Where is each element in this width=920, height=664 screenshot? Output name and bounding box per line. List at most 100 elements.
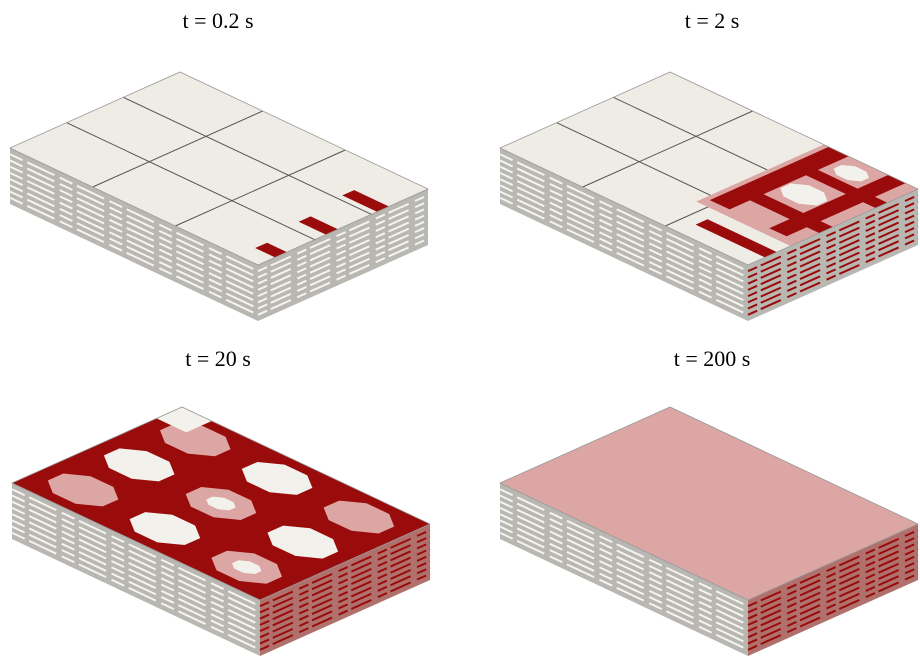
strata-line — [747, 237, 919, 316]
strata-line — [747, 231, 919, 310]
flow-region — [156, 407, 212, 433]
strata-line — [257, 219, 429, 298]
flow-region — [709, 146, 849, 210]
strata-line — [747, 212, 919, 291]
strata-line — [747, 200, 919, 279]
strata-line — [259, 535, 431, 614]
strata-line — [257, 231, 429, 310]
strata-line — [257, 225, 429, 304]
strata-line — [9, 171, 259, 291]
strata-line — [747, 572, 919, 651]
strata-line — [259, 566, 431, 645]
pore-region — [811, 500, 883, 534]
strata-line — [499, 171, 749, 291]
strata-line — [499, 494, 749, 614]
flow-region — [769, 175, 906, 237]
pore-region — [648, 423, 719, 457]
strata-line — [499, 488, 749, 608]
pore-region — [535, 473, 607, 507]
flow-region — [342, 190, 389, 212]
strata-line — [11, 488, 261, 608]
top-outline — [499, 71, 919, 266]
top-outline — [11, 406, 431, 601]
strata-line — [747, 541, 919, 620]
strata-line — [257, 212, 429, 291]
strata-line — [259, 541, 431, 620]
panel-title: t = 20 s — [185, 346, 251, 371]
strata-line — [747, 554, 919, 633]
sample-panel — [11, 406, 431, 656]
strata-line — [257, 194, 429, 273]
pore-region — [729, 462, 801, 495]
strata-line — [11, 494, 261, 614]
strata-line — [747, 225, 919, 304]
pore-region — [103, 448, 175, 482]
strata-line — [499, 506, 749, 626]
strata-line — [9, 159, 259, 279]
flow-region — [255, 242, 287, 258]
pore-region — [780, 183, 828, 206]
grain-line — [66, 122, 315, 241]
panel-title: t = 200 s — [674, 346, 751, 371]
pore-region — [833, 165, 870, 182]
pore-region — [232, 560, 262, 574]
side-face — [500, 483, 748, 656]
strata-line — [9, 178, 259, 298]
strata-line — [499, 178, 749, 298]
top-face — [10, 72, 428, 265]
pore-region — [129, 512, 201, 545]
grain-line — [582, 110, 753, 188]
pore-region — [617, 512, 689, 545]
strata-line — [11, 519, 261, 639]
strata-line — [747, 566, 919, 645]
grain-line — [92, 110, 263, 188]
strata-line — [11, 531, 261, 651]
strata-line — [11, 500, 261, 620]
strata-line — [747, 560, 919, 639]
strata-line — [747, 535, 919, 614]
strata-line — [259, 560, 431, 639]
strata-line — [11, 525, 261, 645]
top-outline — [499, 406, 919, 601]
strata-line — [499, 531, 749, 651]
sample-panel — [499, 71, 919, 321]
panel-title: t = 0.2 s — [182, 8, 253, 33]
strata-line — [9, 165, 259, 285]
pore-region — [267, 525, 339, 559]
strata-line — [499, 513, 749, 633]
flow-region — [695, 219, 777, 258]
strata-line — [747, 529, 919, 608]
strata-line — [9, 196, 259, 316]
side-face — [12, 483, 260, 656]
side-face — [10, 148, 258, 321]
strata-line — [499, 165, 749, 285]
strata-line — [11, 513, 261, 633]
strata-line — [499, 184, 749, 304]
side-face — [748, 524, 918, 656]
strata-line — [11, 506, 261, 626]
strata-line — [499, 159, 749, 279]
flow-region — [298, 216, 338, 235]
strata-line — [747, 206, 919, 285]
grain-line — [123, 96, 372, 215]
strata-line — [747, 194, 919, 273]
strata-line — [499, 500, 749, 620]
strata-line — [747, 547, 919, 626]
pore-region — [699, 550, 770, 584]
strata-line — [499, 190, 749, 310]
strata-line — [499, 519, 749, 639]
top-outline — [9, 71, 429, 266]
strata-line — [499, 525, 749, 645]
pore-region — [591, 448, 663, 482]
panel-title: t = 2 s — [685, 8, 740, 33]
strata-line — [499, 196, 749, 316]
side-face — [500, 148, 748, 321]
strata-line — [9, 184, 259, 304]
side-face — [258, 189, 428, 321]
strata-line — [257, 206, 429, 285]
strata-line — [259, 547, 431, 626]
sample-panel — [499, 406, 919, 656]
strata-line — [499, 153, 749, 273]
pore-region — [755, 525, 827, 559]
